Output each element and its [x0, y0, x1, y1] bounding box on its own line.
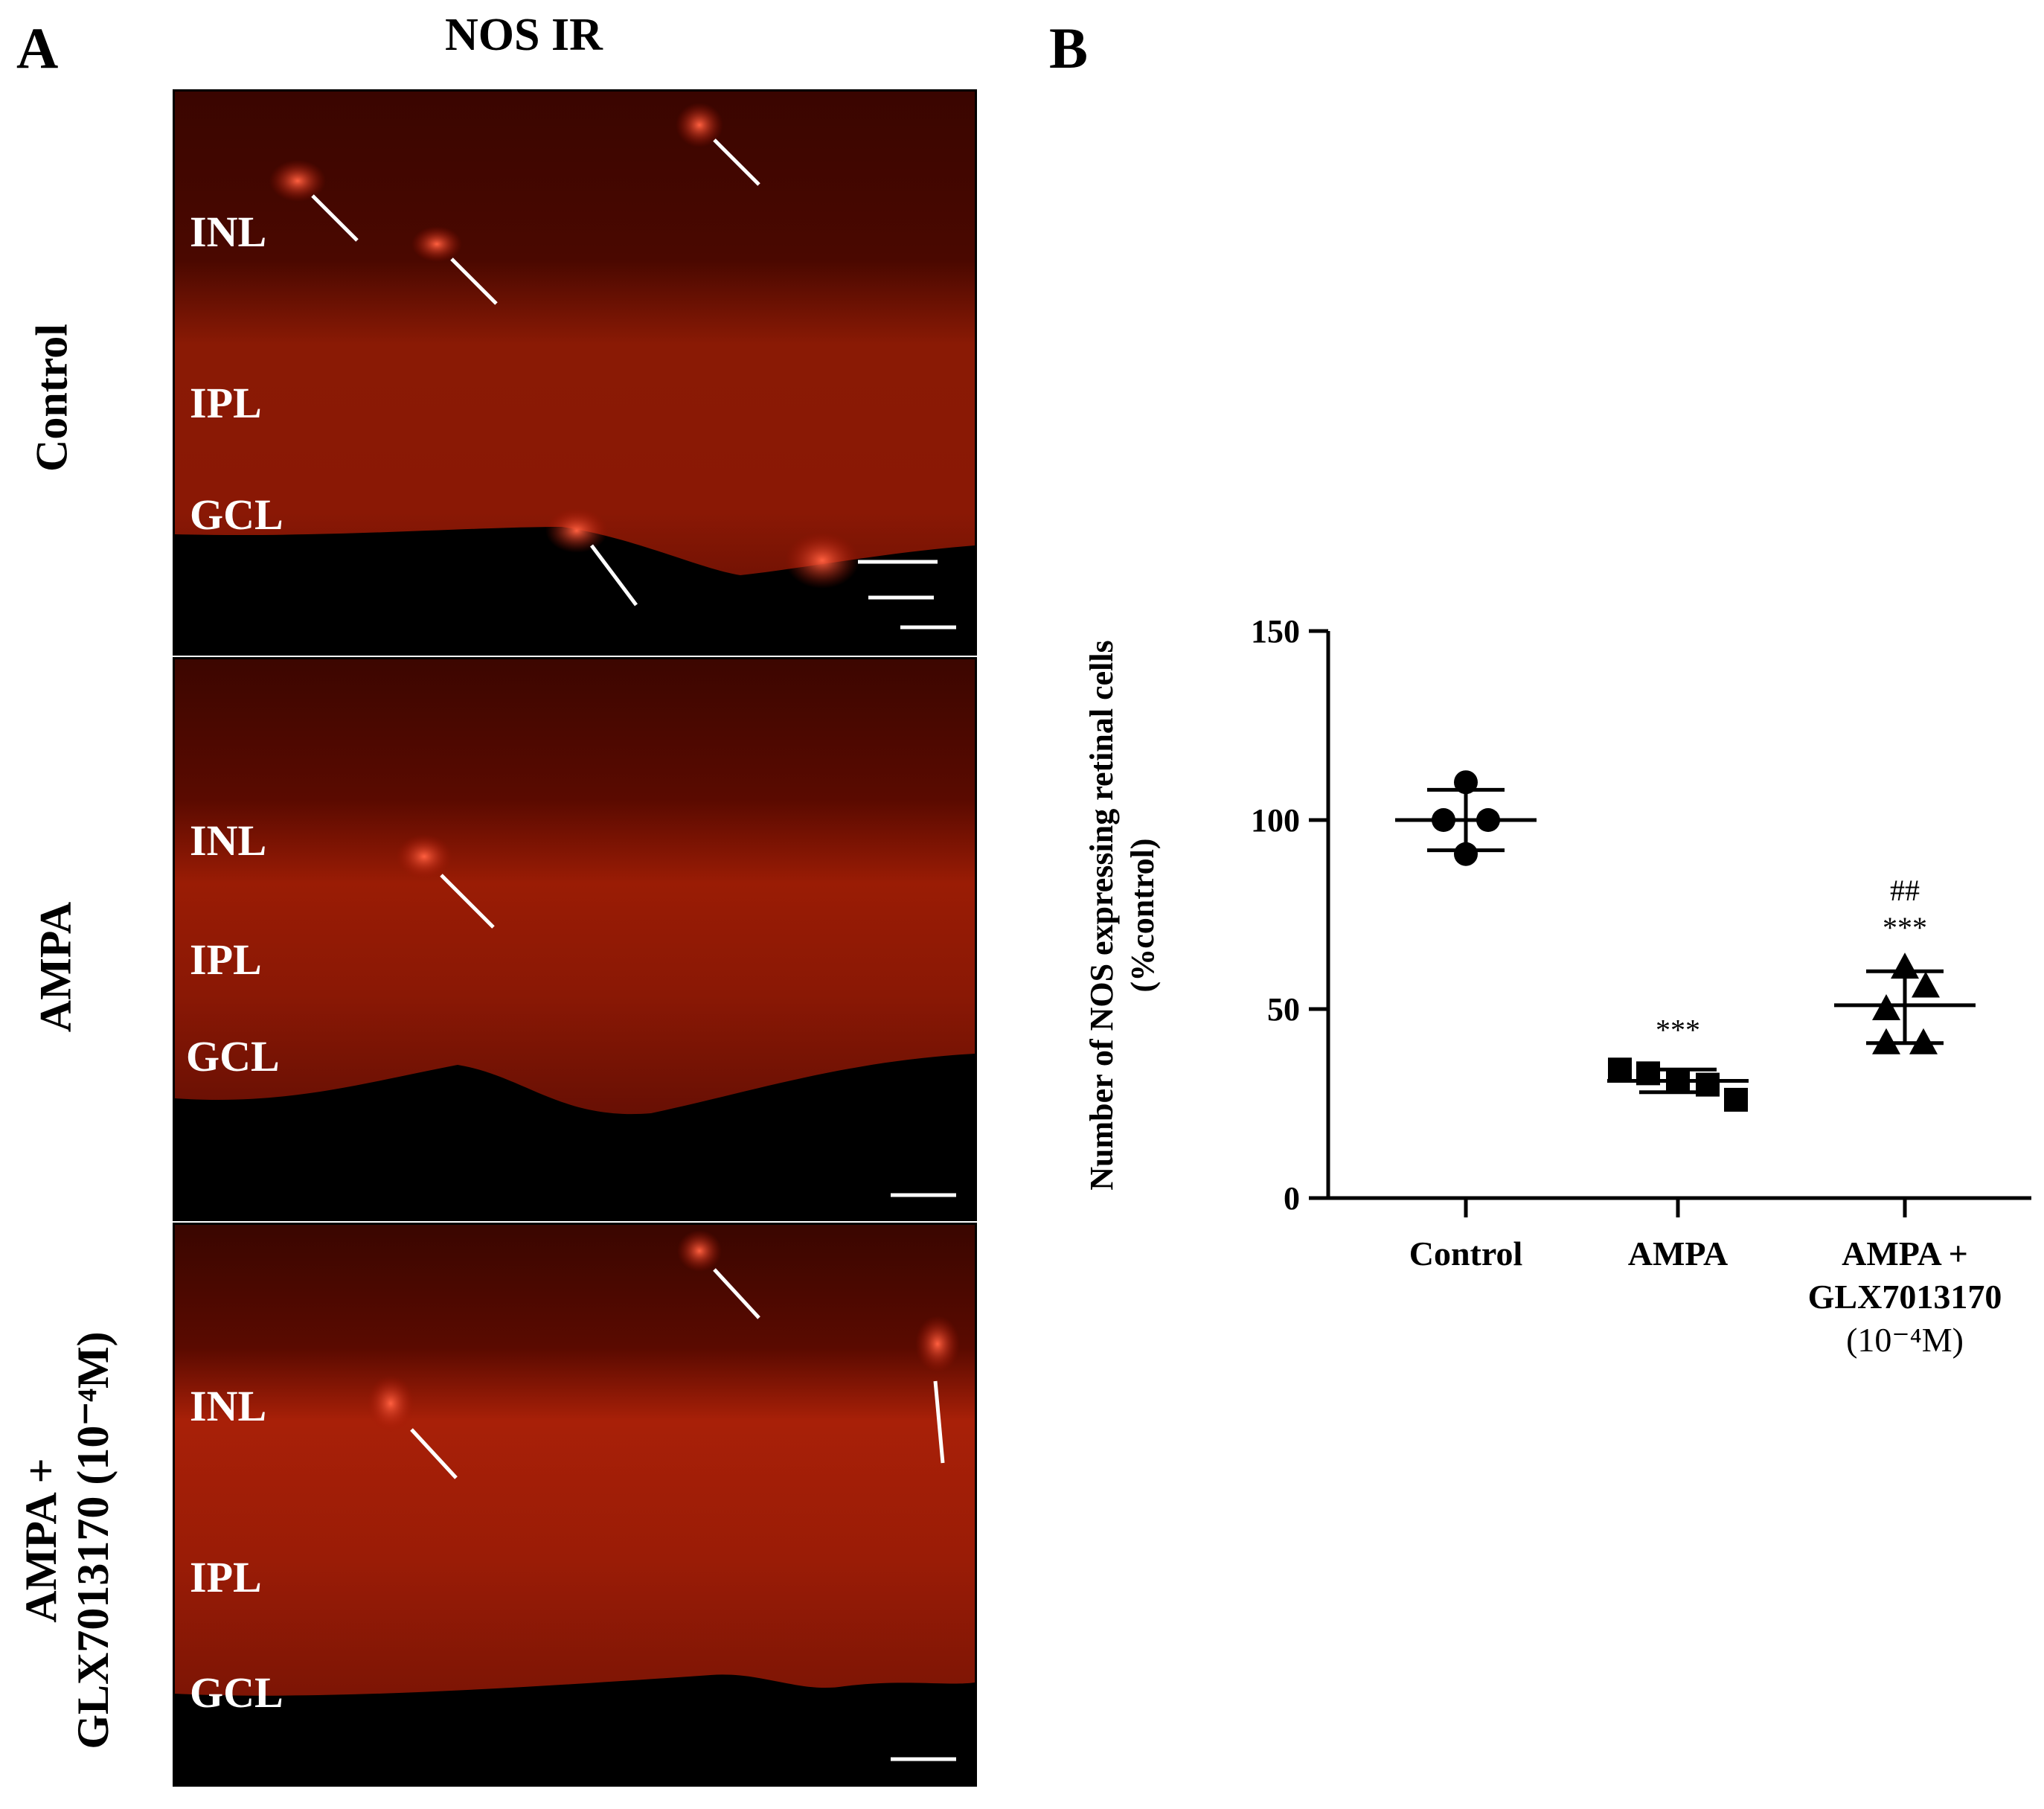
- data-point: [1872, 1028, 1900, 1054]
- data-point: [1872, 994, 1900, 1020]
- y-tick-label: 50: [1267, 991, 1300, 1028]
- x-tick-label: AMPA +: [1842, 1235, 1968, 1272]
- row-label-control: Control: [27, 324, 77, 472]
- data-point: [1724, 1087, 1748, 1112]
- data-point: [1666, 1069, 1690, 1093]
- row-label-ampa: AMPA: [31, 901, 80, 1033]
- y-axis-label-line2: (%control): [1124, 839, 1161, 993]
- y-tick-label: 0: [1284, 1180, 1300, 1217]
- y-axis-label: Number of NOS expressing retinal cells: [1083, 640, 1120, 1190]
- data-point: [1636, 1061, 1660, 1086]
- scatter-chart: 0 50 100 150 Number of NOS expressing retina…: [1083, 613, 2031, 1359]
- row-label-line1: AMPA +: [16, 1458, 65, 1623]
- data-point: [1891, 952, 1919, 979]
- layer-label-inl: INL: [190, 816, 267, 865]
- micrograph-control: INL IPL GCL: [173, 89, 977, 656]
- significance-annotation: ##: [1890, 874, 1920, 907]
- data-point: [1454, 770, 1478, 795]
- micrograph-ampa-image: [175, 659, 975, 1219]
- micrograph-ampa-glx: INL IPL GCL: [173, 1223, 977, 1787]
- layer-label-inl: INL: [190, 208, 267, 256]
- x-tick-label: (10⁻⁴M): [1846, 1321, 1964, 1359]
- significance-annotation: ***: [1883, 911, 1927, 944]
- data-point: [1432, 808, 1455, 832]
- panel-b-letter: B: [1049, 16, 1089, 80]
- data-point: [1608, 1057, 1632, 1082]
- y-tick-label: 100: [1251, 802, 1300, 839]
- significance-annotation: ***: [1656, 1013, 1700, 1046]
- y-tick-label: 150: [1251, 613, 1300, 650]
- row-label-ampa-glx: AMPA + GLX7013170 (10⁻⁴M): [15, 1287, 119, 1793]
- micrograph-ampa-glx-image: [175, 1225, 975, 1784]
- data-point: [1909, 1028, 1938, 1054]
- layer-label-ipl: IPL: [190, 1553, 262, 1601]
- column-title: NOS IR: [445, 10, 603, 60]
- layer-label-gcl: GCL: [190, 490, 283, 539]
- x-tick-label: AMPA: [1628, 1235, 1729, 1272]
- layer-label-gcl: GCL: [186, 1032, 280, 1080]
- micrograph-control-image: [175, 92, 975, 653]
- x-tick-label: Control: [1409, 1235, 1523, 1272]
- layer-label-gcl: GCL: [190, 1668, 283, 1717]
- x-tick-label: GLX7013170: [1808, 1278, 2002, 1316]
- data-point: [1912, 971, 1940, 998]
- data-point: [1476, 808, 1500, 832]
- layer-label-ipl: IPL: [190, 935, 262, 984]
- data-point: [1696, 1072, 1720, 1097]
- layer-label-ipl: IPL: [190, 379, 262, 427]
- panel-a-letter: A: [16, 16, 59, 80]
- layer-label-inl: INL: [190, 1382, 267, 1430]
- micrograph-ampa: INL IPL GCL: [173, 657, 977, 1221]
- data-point: [1454, 842, 1478, 866]
- row-label-line2: GLX7013170 (10⁻⁴M): [68, 1331, 118, 1749]
